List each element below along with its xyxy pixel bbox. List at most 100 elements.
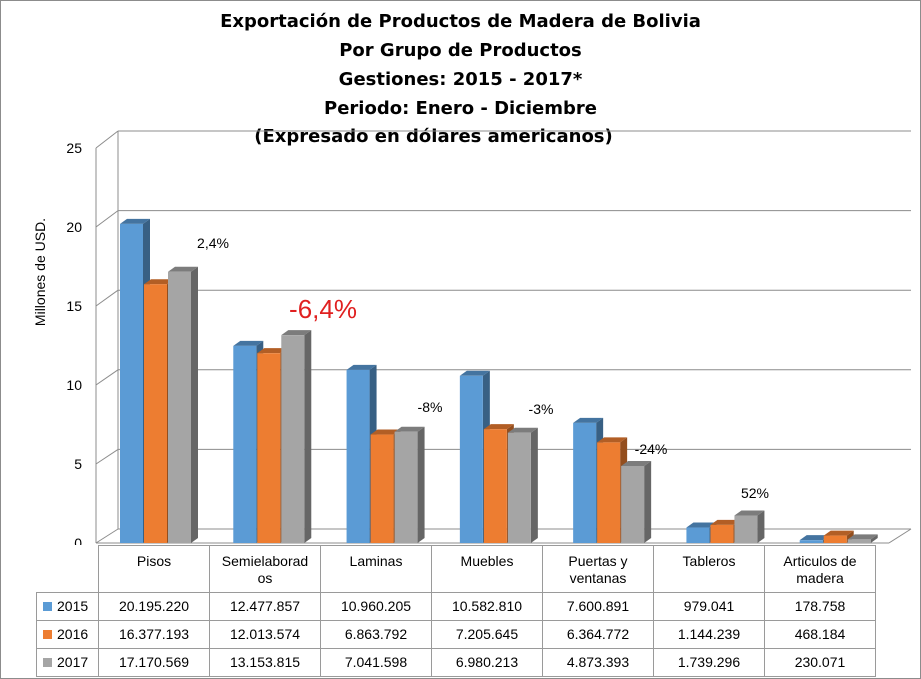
title-line-3: Gestiones: 2015 - 2017* — [338, 69, 583, 90]
bar-2017 — [734, 515, 758, 543]
y-tick-label: 0 — [74, 535, 82, 545]
bar-2017 — [168, 271, 191, 543]
growth-annotation: -3% — [529, 401, 554, 417]
category-label: Laminas — [320, 545, 432, 593]
table-cell: 7.600.891 — [542, 592, 654, 621]
growth-annotation: -6,4% — [289, 294, 357, 324]
bar-top — [823, 530, 854, 536]
y-tick-label: 20 — [66, 219, 82, 235]
bar-top — [621, 461, 652, 467]
bar-2015 — [573, 422, 597, 543]
bar-top — [459, 370, 490, 376]
table-cell: 7.041.598 — [320, 648, 432, 677]
growth-annotation: 2,4% — [197, 235, 229, 251]
title-line-2: Por Grupo de Productos — [339, 40, 582, 61]
bar-top — [597, 437, 628, 443]
bar-2017 — [281, 335, 305, 543]
bar-2015 — [799, 540, 823, 543]
series-key: 2016 — [36, 620, 99, 649]
bar-top — [120, 218, 150, 224]
bar-2015 — [346, 369, 370, 543]
legend-swatch — [43, 658, 52, 667]
bar-2017 — [621, 466, 645, 543]
bar-2016 — [257, 353, 281, 543]
table-cell: 20.195.220 — [98, 592, 210, 621]
bar-2017 — [394, 431, 418, 543]
floor-right-edge — [888, 528, 912, 544]
bar-chart: 0 5 10 15 20 25 Millones de USD. 2,4% -6,4% -8% -3… — [32, 130, 912, 545]
table-cell: 1.144.239 — [653, 620, 765, 649]
growth-annotation: -8% — [418, 399, 443, 415]
table-cell: 468.184 — [764, 620, 876, 649]
bar-top — [394, 426, 425, 432]
y-tick-label: 10 — [66, 377, 82, 393]
category-label: Muebles — [431, 545, 543, 593]
growth-annotation: 52% — [741, 485, 769, 501]
bar-top — [686, 522, 717, 528]
table-corner — [36, 545, 99, 593]
title-line-1: Exportación de Productos de Madera de Bo… — [220, 11, 701, 32]
table-cell: 1.739.296 — [653, 648, 765, 677]
y-axis-label: Millones de USD. — [32, 218, 48, 326]
table-cell: 17.170.569 — [98, 648, 210, 677]
data-table: Pisos Semielaborad os Laminas Muebles Puertas… — [36, 545, 876, 677]
table-cell: 6.863.792 — [320, 620, 432, 649]
table-cell: 16.377.193 — [98, 620, 210, 649]
category-label: Tableros — [653, 545, 765, 593]
table-cell: 10.960.205 — [320, 592, 432, 621]
bar-side — [191, 266, 198, 543]
bar-2016 — [483, 429, 507, 543]
bar-top — [233, 340, 264, 346]
growth-annotation: -24% — [635, 441, 668, 457]
table-row: 2016 16.377.193 12.013.574 6.863.792 7.205.6… — [36, 620, 876, 649]
bar-top — [281, 330, 312, 336]
bar-top — [573, 417, 604, 423]
bar-2015 — [459, 375, 483, 543]
bar-2015 — [120, 223, 143, 543]
category-label: Articulos de madera — [764, 545, 876, 593]
table-cell: 178.758 — [764, 592, 876, 621]
table-cell: 13.153.815 — [209, 648, 321, 677]
bar-2015 — [233, 345, 257, 543]
category-label: Puertas y ventanas — [542, 545, 654, 593]
legend-swatch — [43, 602, 52, 611]
table-cell: 4.873.393 — [542, 648, 654, 677]
bar-2016 — [370, 434, 394, 543]
bar-top — [168, 266, 198, 272]
category-label: Pisos — [98, 545, 210, 593]
title-line-4: Periodo: Enero - Diciembre — [324, 98, 597, 119]
y-tick-label: 15 — [66, 298, 82, 314]
bar-top — [483, 424, 514, 430]
bar-top — [144, 279, 174, 285]
y-tick-label: 5 — [74, 456, 82, 472]
bar-2017 — [507, 432, 531, 543]
gridline-side — [95, 528, 119, 544]
table-cell: 6.364.772 — [542, 620, 654, 649]
bar-side — [870, 534, 878, 543]
series-key: 2017 — [36, 648, 99, 677]
legend-swatch — [43, 630, 52, 639]
gridline-side — [95, 369, 119, 386]
table-row: 2015 20.195.220 12.477.857 10.960.205 10.582… — [36, 592, 876, 621]
bar-top — [710, 519, 741, 525]
table-row: 2017 17.170.569 13.153.815 7.041.598 6.980.2… — [36, 648, 876, 677]
bar-top — [847, 534, 878, 540]
bar-2017 — [847, 539, 871, 543]
table-cell: 7.205.645 — [431, 620, 543, 649]
bar-2015 — [686, 527, 710, 543]
bar-2016 — [710, 524, 734, 543]
bar-top — [507, 427, 538, 433]
bar-side — [757, 510, 765, 543]
bar-side — [530, 427, 538, 543]
table-header-row: Pisos Semielaborad os Laminas Muebles Puertas… — [36, 545, 876, 593]
table-cell: 6.980.213 — [431, 648, 543, 677]
gridline-side — [95, 289, 119, 307]
table-cell: 979.041 — [653, 592, 765, 621]
bar-top — [734, 510, 765, 516]
bar-side — [304, 330, 312, 543]
bar-side — [417, 426, 425, 543]
table-cell: 12.477.857 — [209, 592, 321, 621]
bar-side — [644, 461, 652, 543]
y-tick-label: 25 — [66, 140, 82, 156]
series-key: 2015 — [36, 592, 99, 621]
